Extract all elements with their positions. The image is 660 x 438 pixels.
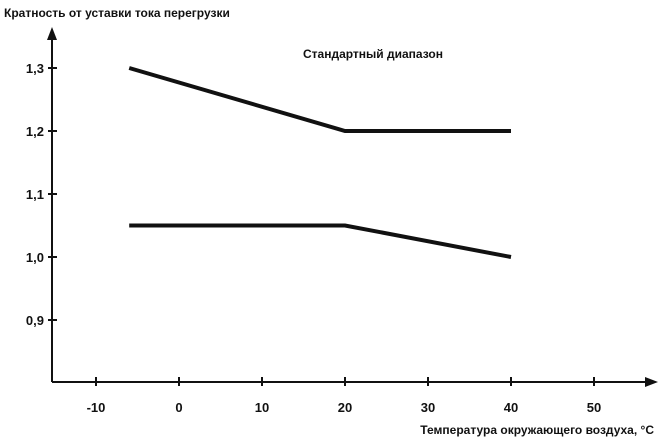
y-axis-arrow: [47, 27, 57, 40]
y-tick-label: 1,3: [26, 61, 44, 76]
y-tick-label: 1,1: [26, 187, 44, 202]
y-tick-label: 1,0: [26, 250, 44, 265]
y-tick-label: 1,2: [26, 124, 44, 139]
range-annotation: Стандартный диапазон: [303, 47, 443, 61]
y-ticks: 0,9 1,0 1,1 1,2 1,3: [26, 61, 57, 328]
x-tick-label: 40: [504, 400, 518, 415]
x-tick-label: -10: [87, 400, 106, 415]
x-tick-label: 30: [421, 400, 435, 415]
x-axis-arrow: [645, 377, 658, 387]
x-tick-label: 10: [255, 400, 269, 415]
x-ticks: -10 0 10 20 30 40 50: [87, 377, 601, 415]
upper-limit-line: [128, 66, 511, 133]
x-tick-label: 0: [175, 400, 182, 415]
x-axis-title: Температура окружающего воздуха, °С: [420, 423, 654, 437]
y-tick-label: 0,9: [26, 313, 44, 328]
lower-limit-line: [129, 223, 512, 259]
x-tick-label: 20: [338, 400, 352, 415]
series-group: [128, 66, 512, 259]
x-tick-label: 50: [587, 400, 601, 415]
y-axis-title: Кратность от уставки тока перегрузки: [4, 6, 230, 20]
